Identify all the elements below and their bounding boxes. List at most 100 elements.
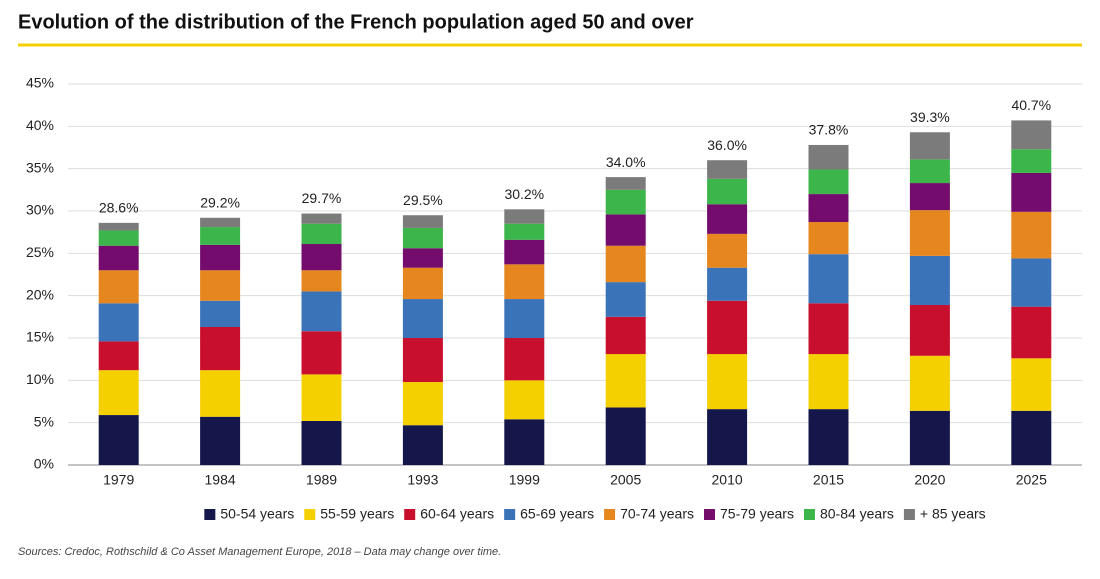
bar-segment — [808, 194, 849, 223]
bar-segment — [909, 304, 950, 356]
bar-segment — [301, 331, 342, 375]
bar-segment — [301, 291, 342, 332]
legend-swatch — [604, 509, 616, 520]
bar-segment — [98, 245, 139, 271]
bar-segment — [909, 210, 950, 256]
bar-segment — [301, 213, 342, 224]
total-label: 34.0% — [606, 154, 646, 170]
total-label: 29.5% — [403, 192, 443, 208]
bar-segment — [605, 214, 646, 246]
y-tick-label: 45% — [26, 75, 54, 91]
bar-segment — [808, 354, 849, 410]
legend-label: 80-84 years — [820, 506, 894, 522]
y-tick-label: 30% — [26, 202, 54, 218]
bar-segment — [98, 303, 139, 342]
bar-segment — [504, 264, 545, 300]
bar-segment — [402, 299, 443, 338]
total-label: 36.0% — [707, 137, 747, 153]
y-tick-label: 35% — [26, 159, 54, 175]
bar-segment — [301, 223, 342, 245]
bar-segment — [605, 245, 646, 283]
legend-label: 65-69 years — [520, 506, 594, 522]
x-tick-label: 2025 — [1016, 472, 1047, 488]
bar-segment — [909, 183, 950, 211]
bar-segment — [707, 233, 748, 268]
legend-label: 50-54 years — [220, 506, 294, 522]
y-tick-label: 0% — [34, 456, 54, 472]
bar-segment — [909, 255, 950, 305]
bar-segment — [1011, 306, 1052, 359]
bar-segment — [808, 409, 849, 465]
bar-segment — [707, 160, 748, 179]
chart-title: Evolution of the distribution of the Fre… — [18, 11, 694, 33]
bar-segment — [605, 354, 646, 408]
bar-segment — [1011, 172, 1052, 212]
bar-segment — [1011, 120, 1052, 150]
bar-segment — [707, 354, 748, 410]
bar-segment — [707, 178, 748, 205]
bar-segment — [402, 267, 443, 300]
y-tick-label: 20% — [26, 286, 54, 302]
total-label: 40.7% — [1011, 97, 1051, 113]
bar-segment — [200, 326, 241, 371]
bar-segment — [402, 227, 443, 249]
total-label: 37.8% — [809, 122, 849, 138]
bar-segment — [504, 380, 545, 420]
bar-segment — [504, 223, 545, 240]
x-tick-label: 1989 — [306, 472, 337, 488]
bar-segment — [504, 239, 545, 265]
bar-segment — [200, 227, 241, 245]
legend-label: 60-64 years — [420, 506, 494, 522]
bar-segment — [808, 169, 849, 195]
bar-segment — [1011, 211, 1052, 259]
bar-segment — [504, 209, 545, 224]
total-label: 30.2% — [504, 186, 544, 202]
y-tick-label: 10% — [26, 371, 54, 387]
bar-segment — [200, 300, 241, 327]
bar-segment — [605, 407, 646, 465]
x-tick-label: 1984 — [205, 472, 236, 488]
x-tick-label: 1999 — [509, 472, 540, 488]
bar-segment — [1011, 258, 1052, 307]
bar-segment — [402, 338, 443, 383]
bar-segment — [98, 415, 139, 465]
bar-segment — [504, 299, 545, 338]
x-tick-label: 2010 — [712, 472, 743, 488]
legend-label: 55-59 years — [320, 506, 394, 522]
legend-swatch — [204, 509, 216, 520]
bar-segment — [98, 230, 139, 246]
x-tick-label: 2015 — [813, 472, 844, 488]
bar-segment — [909, 355, 950, 411]
legend-swatch — [304, 509, 316, 520]
y-tick-label: 15% — [26, 329, 54, 345]
bar-segment — [98, 270, 139, 304]
bar-segment — [504, 338, 545, 381]
bar-segment — [1011, 358, 1052, 411]
bar-segment — [200, 270, 241, 301]
legend-swatch — [803, 509, 815, 520]
legend-swatch — [903, 509, 915, 520]
legend-label: + 85 years — [920, 506, 986, 522]
bar-segment — [1011, 410, 1052, 465]
legend-label: 70-74 years — [620, 506, 694, 522]
bar-segment — [605, 282, 646, 317]
bar-segment — [909, 159, 950, 184]
bar-segment — [808, 144, 849, 170]
bar-segment — [605, 316, 646, 355]
source-note: Sources: Credoc, Rothschild & Co Asset M… — [18, 546, 501, 558]
bar-segment — [808, 254, 849, 304]
bar-segment — [301, 270, 342, 292]
bar-segment — [909, 132, 950, 160]
bar-segment — [707, 267, 748, 301]
bar-segment — [707, 300, 748, 355]
x-tick-label: 1993 — [407, 472, 438, 488]
legend-swatch — [404, 509, 416, 520]
x-tick-label: 2005 — [610, 472, 641, 488]
bar-segment — [808, 303, 849, 355]
bar-segment — [402, 425, 443, 465]
x-tick-label: 1979 — [103, 472, 134, 488]
y-tick-label: 25% — [26, 244, 54, 260]
total-label: 29.7% — [302, 190, 342, 206]
bar-segment — [605, 189, 646, 215]
